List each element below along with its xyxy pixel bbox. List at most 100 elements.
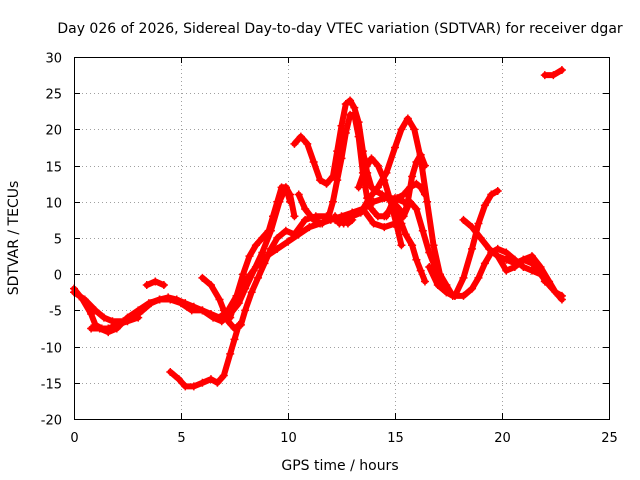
series-s4-point (142, 281, 151, 290)
series-s8-point (316, 176, 325, 185)
series-s12-point (354, 183, 363, 192)
series-s6-point (290, 230, 299, 239)
series-s2-point (87, 310, 96, 319)
series-s7-point (258, 234, 267, 242)
series-s9-point (301, 205, 310, 214)
y-tick-label: 5 (54, 233, 62, 248)
series-s2-point (134, 313, 143, 322)
series-s3-point (198, 306, 207, 315)
series-s10-point (442, 281, 451, 290)
series-s18-point (557, 66, 566, 75)
series-s12-point (361, 165, 370, 174)
series-s8-point (346, 96, 355, 105)
series-s1-point (305, 223, 314, 232)
series-s12-point (393, 223, 402, 232)
series-s1-point (284, 237, 292, 246)
series-s17-point (519, 255, 528, 264)
series-s5-point (174, 375, 183, 384)
series-s6-point (266, 244, 275, 253)
series-s6-point (198, 273, 207, 282)
series-s8-point (341, 100, 350, 109)
series-s8-point (350, 103, 359, 112)
series-s15-point (468, 244, 477, 253)
series-s6-point (301, 215, 310, 224)
series-s7-point (264, 226, 273, 235)
series-s5-point (226, 349, 235, 358)
series-s6-point (254, 273, 263, 282)
series-s15-point (459, 273, 468, 282)
series-s3-point (241, 284, 250, 293)
x-tick-label: 0 (70, 431, 78, 446)
series-s8-point (420, 277, 429, 286)
series-s7-point (251, 241, 260, 250)
series-s8-point (408, 241, 417, 250)
series-s3-point (112, 324, 121, 333)
axis-ticks: 0 5 10 15 20 25 -20 -15 -10 -5 0 5 10 15 20 25 30 (41, 52, 618, 447)
series-s7-point (273, 197, 282, 206)
series-s8-point (378, 190, 387, 199)
series-s6-point (219, 306, 228, 315)
series-s6-point (425, 248, 434, 257)
series-s3-point (155, 295, 164, 304)
series-s5-point (206, 375, 215, 384)
series-s7-point (269, 212, 278, 221)
series-s3-point (144, 299, 153, 308)
series-s14-point (493, 244, 502, 253)
series-s15-point (450, 291, 459, 300)
series-s6-point (236, 320, 245, 329)
series-s16-point (527, 252, 536, 261)
x-tick-label: 5 (177, 431, 185, 446)
series-s3-point (123, 313, 132, 322)
series-s16-point (476, 234, 485, 242)
x-axis-label: GPS time / hours (281, 458, 398, 474)
series-s16-point (468, 223, 477, 232)
series-s9-point (350, 110, 359, 119)
series-s7-point (239, 270, 248, 279)
series-s8-point (416, 266, 425, 275)
series-s6-point (206, 281, 215, 290)
x-tick-label: 15 (387, 431, 404, 446)
series-s10-point (365, 194, 374, 203)
series-s9-point (333, 176, 342, 185)
series-s4-point (159, 281, 168, 290)
series-s8-point (290, 139, 299, 148)
series-s8-point (322, 179, 331, 188)
series-s2-line (71, 285, 142, 332)
series-s8-point (401, 230, 410, 239)
series-s10-point (356, 208, 365, 217)
series-s14-point (468, 284, 477, 293)
series-s11-point (348, 215, 357, 224)
y-tick-label: -5 (49, 305, 62, 320)
series-s18-point (549, 71, 558, 80)
series-s15-point (487, 190, 496, 199)
series-s7-point (245, 252, 254, 261)
series-s13-point (412, 157, 421, 166)
series-s1-point (99, 313, 108, 322)
series-s10-point (410, 125, 419, 134)
series-s3-point (209, 313, 218, 322)
series-s17-point (527, 259, 536, 268)
series-s11-point (343, 219, 352, 228)
x-tick-label: 20 (494, 431, 511, 446)
series-s13-point (395, 205, 404, 214)
series-s17-point (536, 266, 545, 275)
y-tick-label: -10 (41, 342, 62, 357)
series-s5-point (166, 367, 175, 376)
series-s16-point (502, 255, 511, 264)
series-s9-point (309, 215, 318, 224)
series-s16-point (485, 244, 494, 253)
series-s17-point (502, 266, 511, 275)
series-s13-point (399, 212, 408, 221)
series-s3-point (104, 328, 113, 337)
series-s6-point (281, 226, 290, 235)
series-s12-point (397, 241, 406, 250)
series-s16-point (459, 215, 468, 224)
x-tick-label: 10 (280, 431, 297, 446)
series-s3-point (134, 306, 143, 315)
series-s5-line (167, 321, 242, 390)
series-s17-point (510, 262, 519, 271)
series-s9-point (337, 154, 346, 163)
series-s13-point (382, 212, 391, 221)
series-s2-point (78, 295, 87, 304)
